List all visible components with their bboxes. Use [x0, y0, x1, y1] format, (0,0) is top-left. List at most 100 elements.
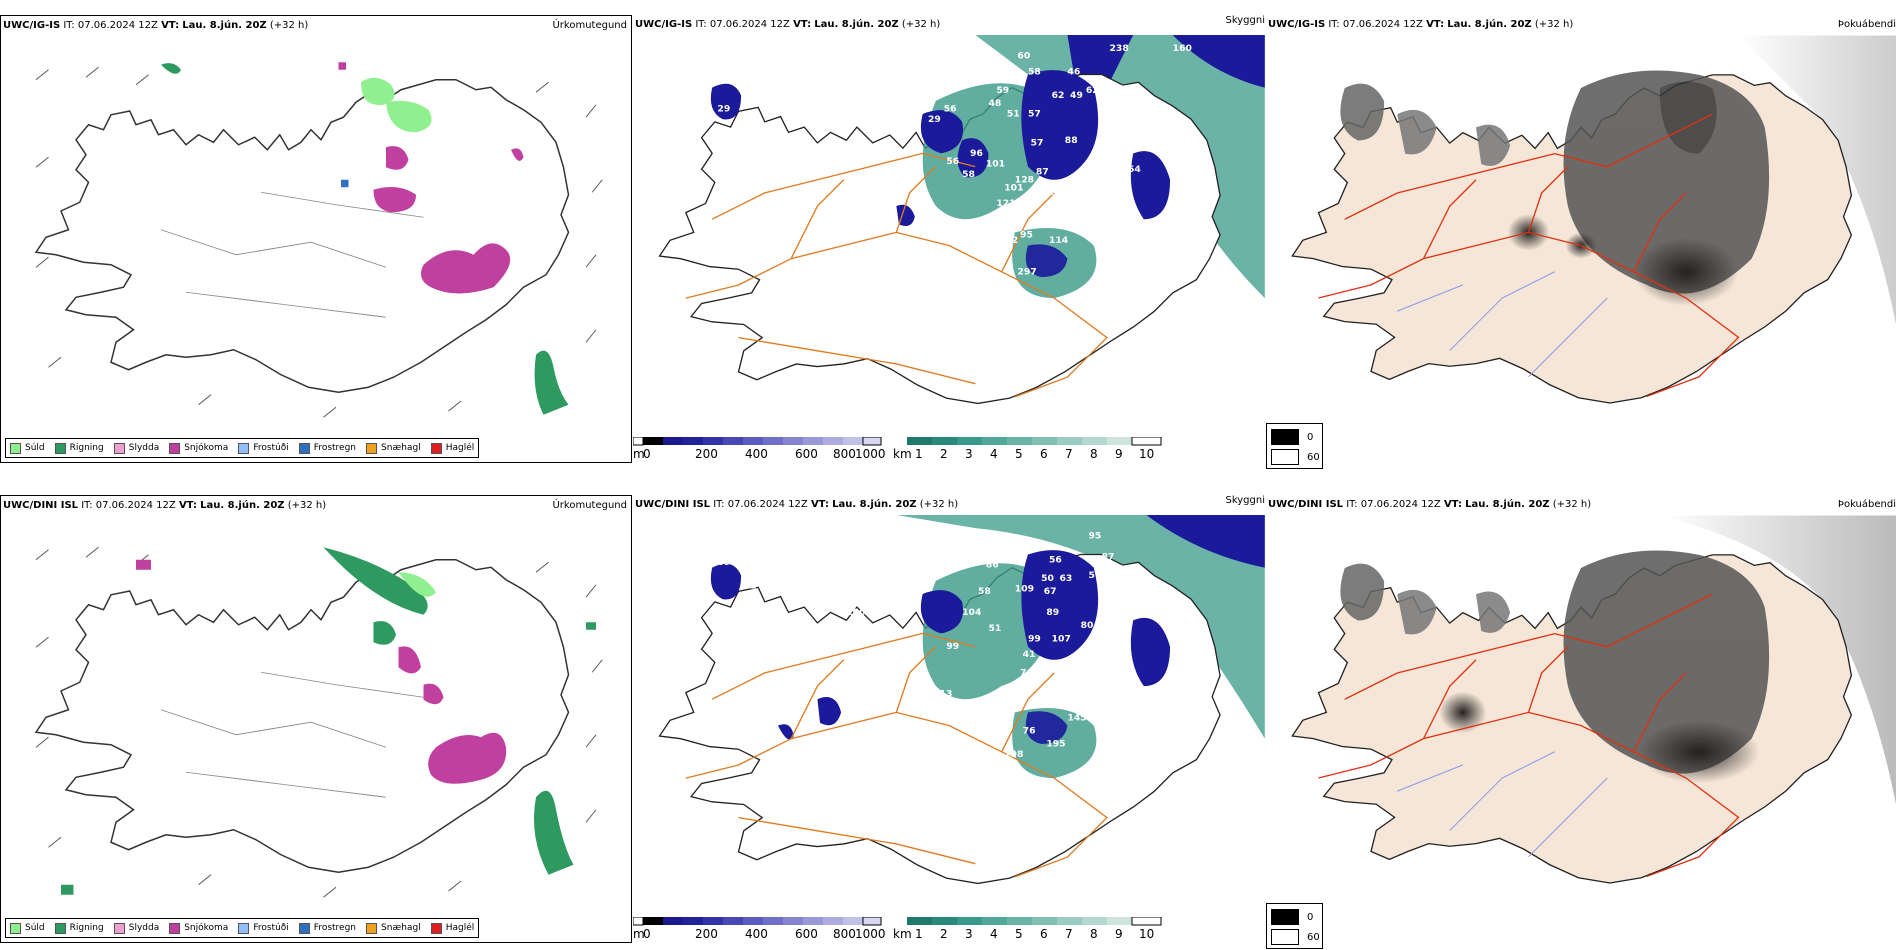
fog-map-2: [1291, 515, 1896, 884]
precip-areas: [61, 547, 596, 895]
cloud-base-label: 195: [1046, 739, 1065, 750]
cbar-tick: 8: [1090, 927, 1098, 941]
swatch: [430, 442, 442, 454]
cloud-base-label: 46: [1067, 66, 1080, 77]
lead-time: (+32 h): [1552, 499, 1592, 510]
cbar-tick: 400: [745, 927, 768, 941]
cloud-base-label: 145: [1067, 712, 1086, 723]
cbar-tick: 8: [1090, 447, 1098, 461]
cloud-base-label: 162: [999, 235, 1018, 246]
cloud-base-label: 76: [1020, 668, 1033, 679]
swatch: [113, 922, 125, 934]
cbar-tick: 4: [990, 447, 998, 461]
cloud-base-label: 99: [1028, 633, 1041, 644]
cloud-base-label: 58: [978, 586, 991, 597]
cloud-base-label: 87: [1102, 552, 1115, 563]
cloud-base-label: 57: [1028, 109, 1041, 120]
cbar-tick: 2: [940, 447, 948, 461]
cbar-tick: 600: [795, 927, 818, 941]
legend-item-snjokoma: Snjókoma: [169, 922, 228, 934]
swatch: [366, 922, 378, 934]
rivers: [1397, 271, 1608, 378]
init-time: IT: 07.06.2024 12Z: [63, 20, 158, 31]
lead-time: (+32 h): [287, 500, 327, 511]
valid-time-label: VT:: [1426, 19, 1445, 30]
cloud-base-label: 89: [1046, 607, 1059, 618]
legend-item-sudd: Súld: [10, 442, 45, 454]
valid-time-label: VT:: [793, 19, 812, 30]
roads: [685, 632, 1108, 878]
cloud-base-label: 34: [1133, 95, 1146, 106]
cloud-base-label: 56: [1049, 554, 1062, 565]
fog-areas: [1340, 550, 1770, 784]
fog-header-1: UWC/IG-IS IT: 07.06.2024 12Z VT: Lau. 8.…: [1268, 19, 1573, 30]
cloud-base-label: 82: [1046, 209, 1059, 220]
colorbar-m: m 0 200 400 600 800 1000: [633, 917, 886, 941]
legend-label: Frostregn: [313, 923, 357, 933]
cloud-base-label: 11: [1131, 586, 1144, 597]
legend-label: Rigning: [69, 443, 104, 453]
row-2: UWC/DINI ISL IT: 07.06.2024 12Z VT: Lau.…: [0, 490, 1900, 950]
precip-panel-2: UWC/DINI ISL IT: 07.06.2024 12Z VT: Lau.…: [0, 495, 632, 943]
cloud-base-label: 54: [1128, 164, 1141, 175]
valid-time: Lau. 8.jún. 20Z: [200, 500, 285, 511]
cbar-tick: 0: [643, 447, 651, 461]
legend-label: Rigning: [69, 923, 104, 933]
cloud-base-label: 29: [717, 103, 730, 114]
cloud-base-label: 99: [946, 641, 959, 652]
swatch: [169, 922, 181, 934]
cloud-base-label: 62: [1052, 90, 1065, 101]
cloud-header-2: UWC/DINI ISL IT: 07.06.2024 12Z VT: Lau.…: [635, 499, 958, 510]
roads: [685, 152, 1108, 398]
roads: [1318, 113, 1740, 398]
cbar-tick: 1: [915, 447, 923, 461]
valid-time-label: VT:: [810, 499, 829, 510]
colorbar-km: km 1 2 3 4 5 6 7 8 9 10: [893, 917, 1163, 941]
cloud-base-label: 113: [1038, 188, 1057, 199]
precip-header-2: UWC/DINI ISL IT: 07.06.2024 12Z VT: Lau.…: [3, 500, 326, 511]
cloud-base-label: 113: [933, 689, 952, 700]
cloud-panel-2: UWC/DINI ISL IT: 07.06.2024 12Z VT: Lau.…: [633, 495, 1265, 943]
cloud-base-label: 176: [983, 718, 1002, 729]
fog-legend-light: 60: [1271, 929, 1320, 945]
lead-time: (+32 h): [919, 499, 959, 510]
legend-item-snaehagl: Snæhagl: [366, 922, 421, 934]
cloud-base-label: 51: [1007, 109, 1020, 120]
valid-time: Lau. 8.jún. 20Z: [1465, 499, 1550, 510]
cloud-base-label: 160: [1173, 43, 1192, 54]
legend-item-slydda: Slydda: [113, 442, 159, 454]
precip-panel-1: UWC/IG-IS IT: 07.06.2024 12Z VT: Lau. 8.…: [0, 15, 632, 463]
cbar-tick: 5: [1015, 927, 1023, 941]
cloud-base-label: 114: [1049, 235, 1068, 246]
init-time: IT: 07.06.2024 12Z: [713, 499, 808, 510]
cbar-tick: 600: [795, 447, 818, 461]
cbar-tick: 800: [833, 447, 856, 461]
legend-label: Slydda: [128, 923, 160, 933]
legend-label: Snæhagl: [381, 443, 421, 453]
legend-label: Frostúði: [253, 443, 289, 453]
lead-time: (+32 h): [269, 20, 309, 31]
cloud-base-label: 57: [1031, 138, 1044, 149]
cloud-base-label: 48: [988, 98, 1001, 109]
cbar-tick: 1000: [855, 927, 886, 941]
cbar-tick: 4: [990, 927, 998, 941]
swatch: [10, 442, 21, 454]
legend-item-snaehagl: Snæhagl: [366, 442, 421, 454]
fog-legend-label: 0: [1307, 911, 1314, 923]
legend-label: Haglél: [445, 443, 475, 453]
cloud-base-label: 57: [1088, 570, 1101, 581]
init-time: IT: 07.06.2024 12Z: [695, 19, 790, 30]
swatch: [238, 442, 250, 454]
fog-map-1: [1291, 35, 1896, 404]
cloud-base-label: 50: [1041, 573, 1054, 584]
cbar-tick: 3: [965, 927, 973, 941]
legend-item-haglel: Haglél: [430, 922, 474, 934]
legend-item-frostudi: Frostúði: [238, 442, 289, 454]
panel-title: Úrkomutegund: [552, 20, 627, 31]
swatch: [54, 442, 66, 454]
cloud-base-label: 49: [1070, 90, 1083, 101]
cloud-base-label: 101: [1004, 182, 1023, 193]
cbar-tick: 10: [1139, 447, 1155, 461]
lead-time: (+32 h): [1534, 19, 1574, 30]
cbar-tick: 5: [1015, 447, 1023, 461]
